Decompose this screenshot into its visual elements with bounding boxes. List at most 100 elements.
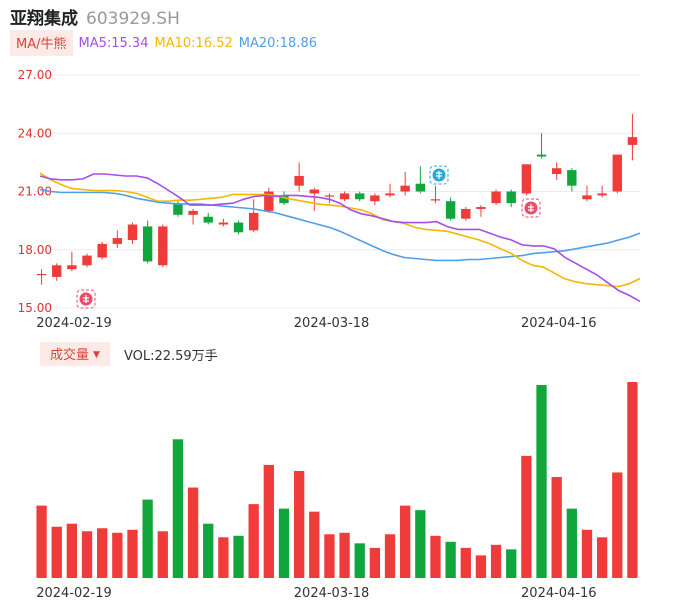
volume-bar xyxy=(536,385,547,578)
candle-body xyxy=(536,154,547,157)
price-date-axis: 2024-02-19 2024-03-18 2024-04-16 xyxy=(36,316,596,331)
candle-body xyxy=(445,201,456,219)
candle-body xyxy=(461,208,471,219)
volume-indicator-selector[interactable]: 成交量 ▼ xyxy=(40,342,110,366)
candle-body xyxy=(627,137,638,145)
x-tick-label: 2024-04-16 xyxy=(521,316,597,331)
y-tick-label: 24.00 xyxy=(18,126,52,140)
x-tick-label: 2024-02-19 xyxy=(36,586,112,601)
bull-signal-icon[interactable] xyxy=(76,289,96,309)
candle-body xyxy=(158,226,168,266)
ma20-legend: MA20:18.86 xyxy=(238,35,317,51)
candle-body xyxy=(597,193,607,196)
candle-body xyxy=(476,207,486,209)
candle-body xyxy=(400,185,410,192)
candle-body xyxy=(188,210,198,215)
candle-body xyxy=(127,224,138,241)
ma5-legend: MA5:15.34 xyxy=(78,35,149,51)
volume-bar xyxy=(157,531,168,578)
x-tick-label: 2024-03-18 xyxy=(294,316,370,331)
candle-body xyxy=(264,191,274,211)
volume-bar xyxy=(460,547,471,578)
bear-signal-icon[interactable] xyxy=(429,165,449,185)
ma10-legend: MA10:16.52 xyxy=(154,35,233,51)
candle-body xyxy=(582,195,592,200)
volume-date-axis: 2024-02-19 2024-03-18 2024-04-16 xyxy=(36,586,596,601)
volume-series xyxy=(36,382,638,578)
volume-bar xyxy=(51,526,62,578)
candle-body xyxy=(82,255,92,266)
stock-code: 603929.SH xyxy=(86,9,180,29)
volume-bar xyxy=(97,528,108,578)
ma5-line xyxy=(39,173,641,303)
candle-body xyxy=(339,193,350,200)
volume-bar xyxy=(627,382,638,578)
volume-bar xyxy=(324,534,335,578)
volume-bar xyxy=(278,508,290,578)
candle-body xyxy=(370,195,380,202)
candle-body xyxy=(203,216,213,223)
volume-bar xyxy=(551,476,562,578)
volume-bar xyxy=(415,510,426,578)
candle-body xyxy=(218,222,229,225)
volume-bar xyxy=(36,505,47,578)
price-axis-ticks: 27.00 24.00 21.00 18.00 15.00 xyxy=(18,68,52,315)
volume-bar xyxy=(81,531,93,578)
candle-body xyxy=(355,193,365,200)
volume-bar xyxy=(596,537,608,578)
price-grid xyxy=(34,74,640,309)
candle-body xyxy=(142,226,153,262)
candle-body xyxy=(430,199,441,201)
volume-bar xyxy=(339,532,350,578)
ma-indicator-selector[interactable]: MA/牛熊 xyxy=(10,30,73,56)
candle-body xyxy=(173,203,183,215)
volume-bar xyxy=(248,504,259,578)
candle-body xyxy=(97,243,107,258)
volume-bar xyxy=(521,455,532,578)
volume-bar xyxy=(218,537,229,578)
volume-value: VOL:22.59万手 xyxy=(123,348,218,364)
candle-body xyxy=(279,195,289,204)
candle-body xyxy=(324,195,335,197)
candlestick-series xyxy=(36,113,638,285)
ma-lines xyxy=(39,172,641,303)
volume-bar xyxy=(172,439,184,578)
candle-body xyxy=(551,168,562,175)
volume-bar xyxy=(233,535,244,578)
caret-down-icon: ▼ xyxy=(93,350,100,360)
stock-header: 亚翔集成 603929.SH xyxy=(10,4,180,29)
volume-tag-label: 成交量 xyxy=(50,348,90,363)
volume-bar xyxy=(187,487,199,578)
volume-bar xyxy=(112,532,123,578)
volume-bar xyxy=(354,543,365,578)
candle-body xyxy=(112,238,123,244)
candle-body xyxy=(67,265,77,270)
candle-body xyxy=(521,164,532,194)
volume-bar xyxy=(142,499,153,578)
candle-body xyxy=(491,191,501,204)
y-tick-label: 21.00 xyxy=(18,185,52,199)
volume-bar xyxy=(293,470,305,578)
volume-bar xyxy=(581,529,593,578)
y-tick-label: 27.00 xyxy=(18,68,52,82)
x-tick-label: 2024-02-19 xyxy=(36,316,112,331)
candle-body xyxy=(506,191,516,204)
volume-bar xyxy=(445,541,456,578)
volume-bar xyxy=(475,555,487,578)
x-tick-label: 2024-03-18 xyxy=(294,586,370,601)
volume-bar xyxy=(566,508,577,578)
candle-body xyxy=(248,212,259,231)
x-tick-label: 2024-04-16 xyxy=(521,586,597,601)
volume-bar xyxy=(384,534,396,578)
candle-body xyxy=(309,189,319,194)
candle-body xyxy=(385,193,395,196)
bull-signal-icon[interactable] xyxy=(521,198,541,218)
volume-bar xyxy=(203,523,214,578)
candle-body xyxy=(612,154,622,192)
candle-body xyxy=(36,274,47,276)
ma10-line xyxy=(39,172,641,288)
stock-name: 亚翔集成 xyxy=(10,9,78,29)
candle-body xyxy=(52,265,62,277)
volume-bar xyxy=(612,472,623,578)
